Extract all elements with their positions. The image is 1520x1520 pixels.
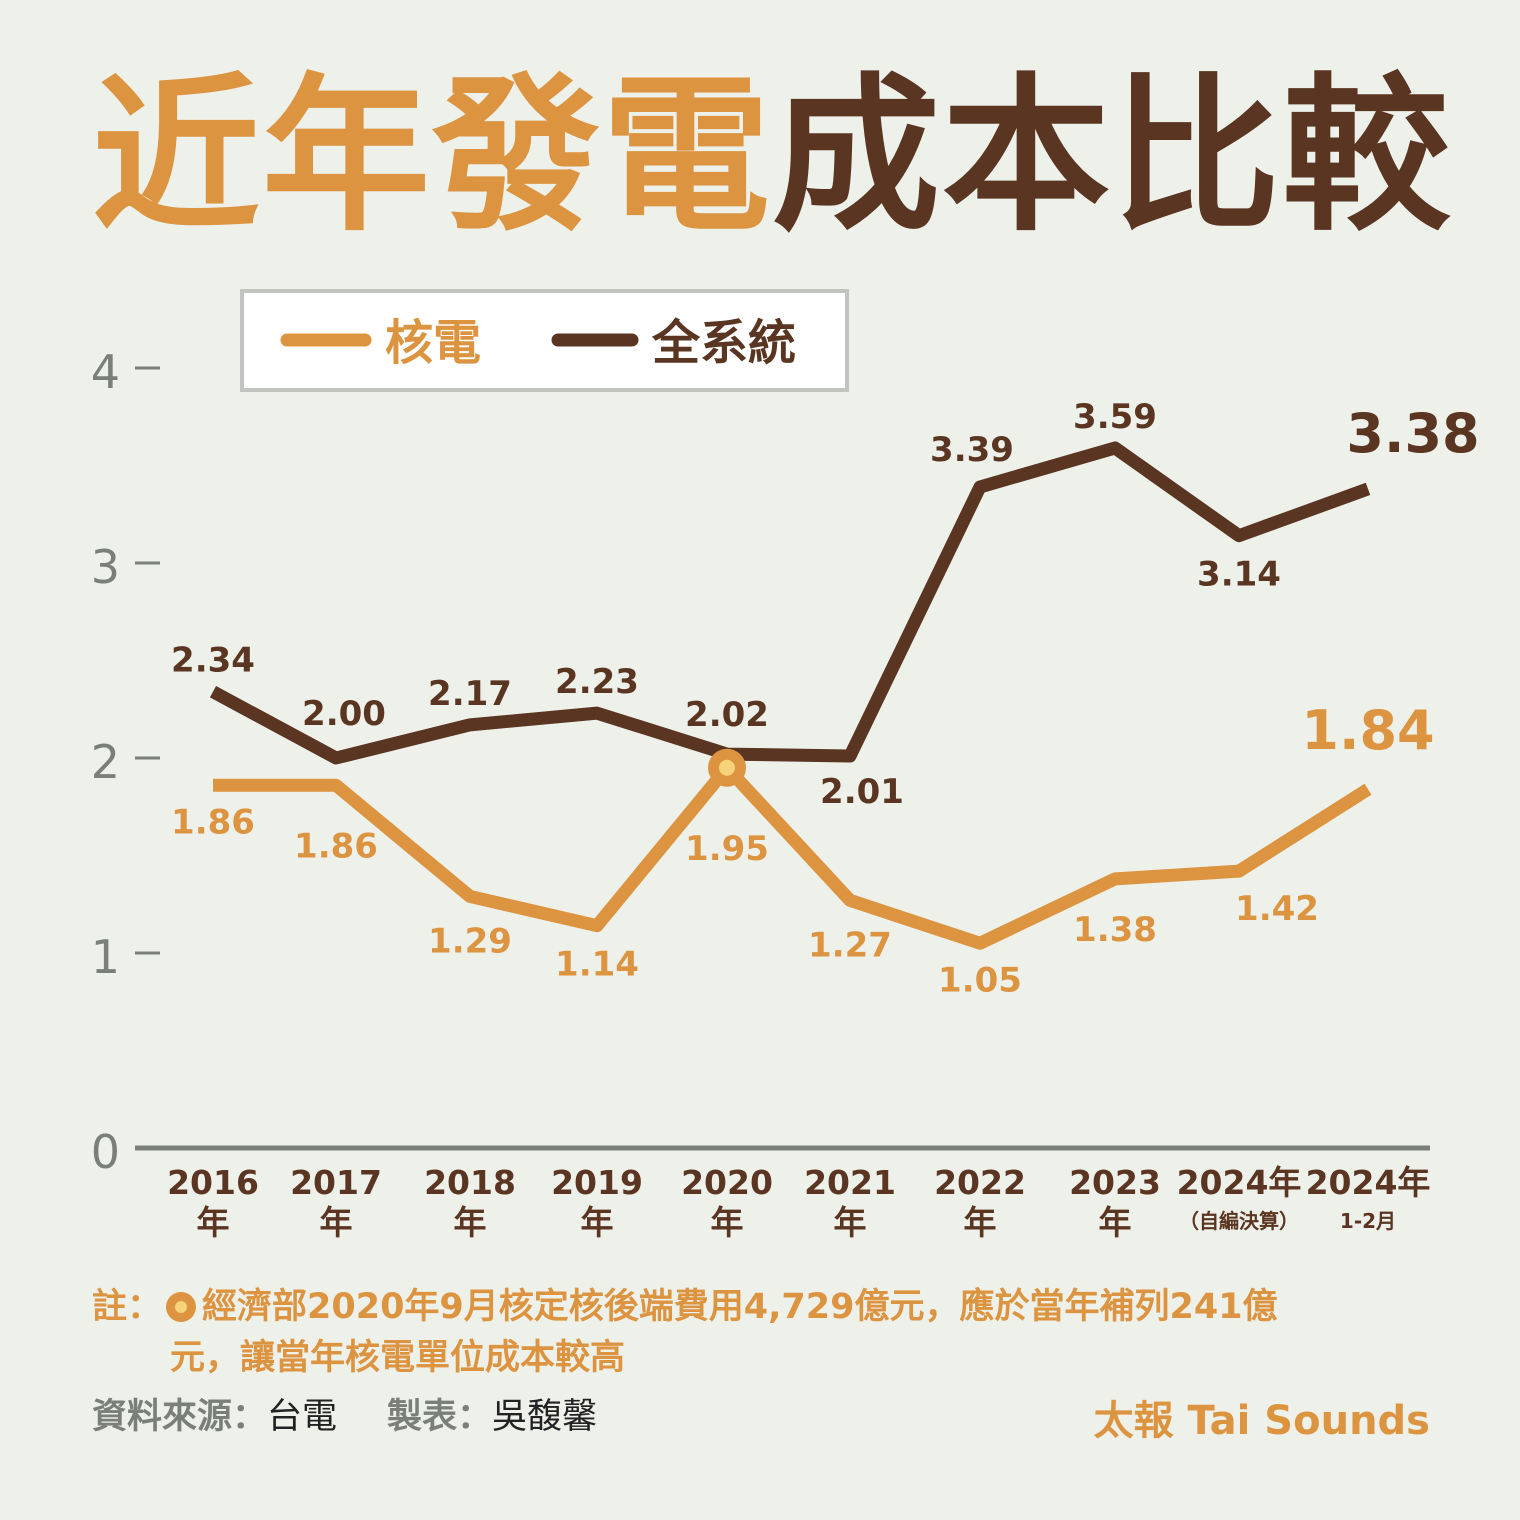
data-label-system: 2.23 [555, 662, 639, 702]
data-label-system: 2.01 [820, 772, 904, 812]
legend-box [240, 289, 849, 392]
data-label-system: 3.38 [1346, 402, 1479, 465]
y-tick-label: 4 [91, 345, 120, 399]
footnote-label: 註： [92, 1287, 163, 1327]
data-label-nuclear: 1.38 [1073, 910, 1157, 950]
data-label-system: 3.14 [1197, 555, 1281, 595]
source-value: 台電 [267, 1397, 338, 1437]
x-tick-sublabel: 年 [711, 1203, 744, 1242]
x-tick-sublabel: 1-2月 [1340, 1209, 1396, 1233]
source-label: 資料來源： [92, 1397, 268, 1437]
data-label-system: 3.59 [1073, 397, 1157, 437]
x-tick-sublabel: 年 [320, 1203, 353, 1242]
x-tick-label: 2019 [551, 1163, 643, 1202]
y-tick-label: 3 [91, 540, 120, 594]
data-label-nuclear: 1.86 [171, 802, 255, 842]
data-label-nuclear: 1.86 [294, 826, 378, 866]
x-tick-label: 2022 [934, 1163, 1026, 1202]
highlight-point-inner [719, 759, 735, 776]
footnote-line-1: 註： 經濟部2020年9月核定核後端費用4,729億元，應於當年補列241億 [92, 1282, 1437, 1333]
legend-label-system: 全系統 [651, 315, 796, 371]
y-tick-label: 1 [91, 930, 120, 984]
brand-logo-text: 太報 Tai Sounds [1093, 1398, 1430, 1444]
data-label-nuclear: 1.05 [938, 960, 1022, 1000]
title-highlight: 近年發電 [92, 58, 772, 254]
x-tick-sublabel: 年 [454, 1203, 487, 1242]
footnote-line-2: 元，讓當年核電單位成本較高 [170, 1337, 626, 1378]
x-tick-label: 2024年 [1177, 1163, 1302, 1202]
data-label-system: 2.00 [302, 694, 386, 734]
title-rest: 成本比較 [772, 58, 1452, 254]
x-tick-sublabel: 年 [1099, 1203, 1132, 1242]
data-label-nuclear: 1.14 [555, 945, 639, 985]
maker-value: 吳馥馨 [492, 1397, 598, 1437]
data-label-system: 2.17 [428, 674, 512, 714]
x-tick-sublabel: 年 [197, 1203, 230, 1242]
highlight-marker-icon [166, 1292, 197, 1322]
x-tick-label: 2024年 [1306, 1163, 1431, 1202]
x-tick-label: 2020 [681, 1163, 773, 1202]
data-label-system: 3.39 [930, 430, 1014, 470]
x-tick-sublabel: 年 [834, 1203, 867, 1242]
data-label-nuclear: 1.27 [808, 925, 892, 965]
maker-label: 製表： [387, 1397, 493, 1437]
footnote-text-1: 經濟部2020年9月核定核後端費用4,729億元，應於當年補列241億 [202, 1287, 1278, 1327]
x-tick-label: 2023 [1069, 1163, 1161, 1202]
x-tick-sublabel: （自編決算） [1179, 1209, 1299, 1233]
series-line-system [209, 441, 1371, 765]
data-label-nuclear: 1.42 [1235, 889, 1319, 929]
series-line-nuclear [213, 761, 1372, 950]
page-title: 近年發電成本比較 [92, 72, 1452, 240]
data-label-nuclear: 1.95 [685, 829, 769, 869]
y-tick-label: 0 [91, 1125, 120, 1179]
data-label-system: 2.02 [685, 695, 769, 735]
y-tick-label: 2 [91, 735, 120, 789]
x-tick-label: 2021 [804, 1163, 896, 1202]
data-label-nuclear: 1.84 [1301, 699, 1434, 762]
data-label-system: 2.34 [171, 641, 255, 681]
source-credit: 資料來源：台電 製表：吳馥馨 [92, 1388, 597, 1439]
x-tick-sublabel: 年 [581, 1203, 614, 1242]
x-tick-label: 2016 [167, 1163, 259, 1202]
x-tick-sublabel: 年 [964, 1203, 997, 1242]
data-label-nuclear: 1.29 [428, 921, 512, 961]
footnote: 註： 經濟部2020年9月核定核後端費用4,729億元，應於當年補列241億 元，… [92, 1282, 1437, 1384]
legend-label-nuclear: 核電 [385, 315, 481, 371]
x-tick-label: 2018 [424, 1163, 516, 1202]
x-tick-label: 2017 [290, 1163, 382, 1202]
